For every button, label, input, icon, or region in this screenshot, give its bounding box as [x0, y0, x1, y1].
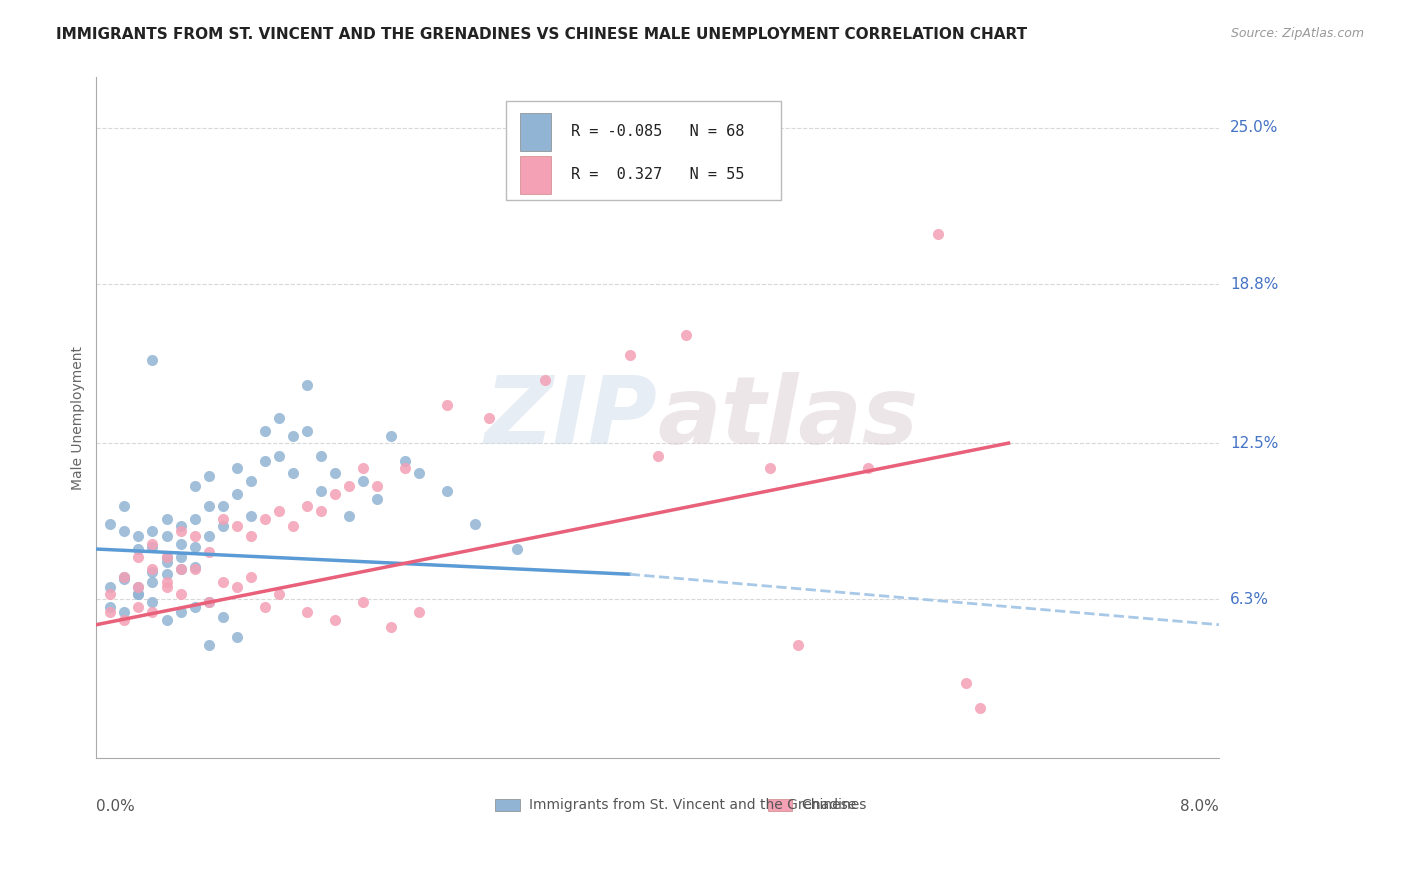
Text: Chinese: Chinese — [801, 797, 856, 812]
Bar — [495, 798, 520, 811]
Text: R =  0.327   N = 55: R = 0.327 N = 55 — [571, 168, 745, 182]
Text: ZIP: ZIP — [485, 372, 658, 464]
Bar — [520, 113, 551, 151]
Bar — [768, 798, 793, 811]
Text: R = -0.085   N = 68: R = -0.085 N = 68 — [571, 124, 745, 139]
Y-axis label: Male Unemployment: Male Unemployment — [72, 346, 86, 490]
Text: IMMIGRANTS FROM ST. VINCENT AND THE GRENADINES VS CHINESE MALE UNEMPLOYMENT CORR: IMMIGRANTS FROM ST. VINCENT AND THE GREN… — [56, 27, 1028, 42]
Text: Immigrants from St. Vincent and the Grenadines: Immigrants from St. Vincent and the Gren… — [529, 797, 866, 812]
Text: 0.0%: 0.0% — [97, 799, 135, 814]
Text: 12.5%: 12.5% — [1230, 435, 1278, 450]
Text: 8.0%: 8.0% — [1180, 799, 1219, 814]
Text: 6.3%: 6.3% — [1230, 592, 1270, 607]
Text: atlas: atlas — [658, 372, 920, 464]
Text: 18.8%: 18.8% — [1230, 277, 1278, 292]
Text: 25.0%: 25.0% — [1230, 120, 1278, 136]
Text: Source: ZipAtlas.com: Source: ZipAtlas.com — [1230, 27, 1364, 40]
FancyBboxPatch shape — [506, 102, 782, 200]
Bar — [520, 156, 551, 194]
